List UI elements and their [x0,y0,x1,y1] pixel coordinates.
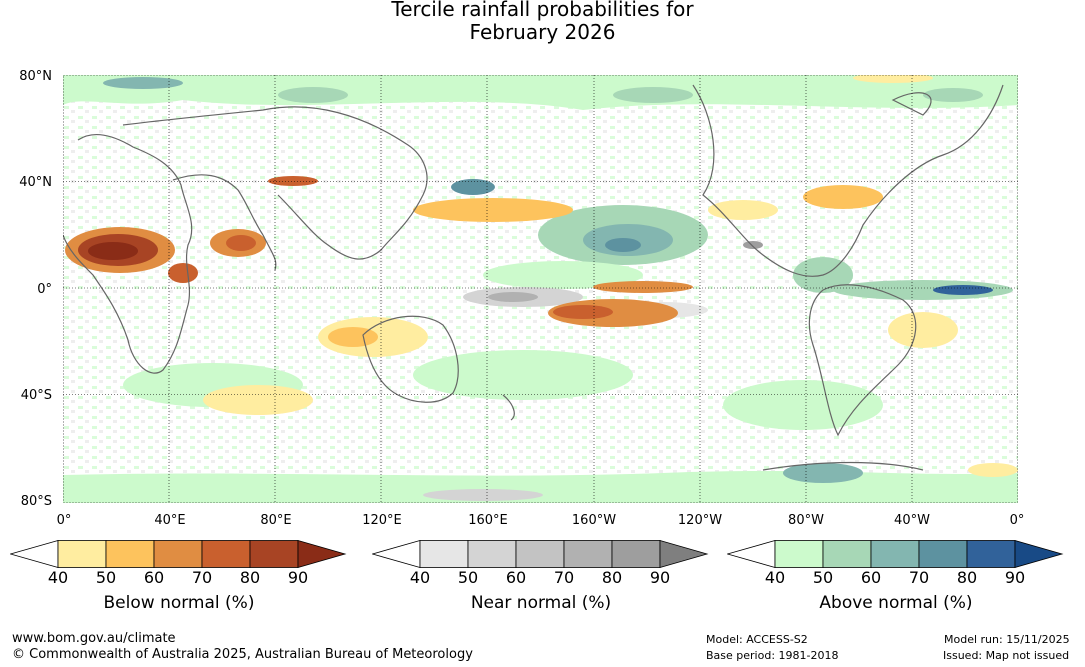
lat-label-40s: 40°S [20,388,52,403]
lat-label-80s: 80°S [20,494,52,509]
near-bar-segment [611,540,661,568]
lon-label-160w: 160°W [571,513,617,528]
near-bar-arrow-low [372,540,421,568]
near-tick-90: 90 [649,568,671,587]
near-tick-70: 70 [553,568,575,587]
below-bar-segment [105,540,155,568]
below-bar-segment [201,540,251,568]
below-bar-segment [153,540,203,568]
above-bar-arrow-low [727,540,776,568]
graticule [63,75,1018,503]
below-bar-segment [249,540,299,568]
lat-label-0: 0° [37,282,52,297]
lon-label-120w: 120°W [677,513,723,528]
near-bar-segment [515,540,565,568]
below-bar-segment [57,540,107,568]
below-tick-90: 90 [287,568,309,587]
above-tick-80: 80 [956,568,978,587]
below-normal-regions [65,75,1018,477]
below-tick-60: 60 [143,568,165,587]
near-tick-80: 80 [601,568,623,587]
lat-label-40n: 40°N [19,175,52,190]
above-tick-90: 90 [1004,568,1026,587]
legend-title-below-normal: Below normal (%) [103,593,255,613]
coastlines [63,84,1004,471]
above-bar-segment [774,540,824,568]
footer-issued: Issued: Map not issued [943,649,1070,662]
footer-copyright: © Commonwealth of Australia 2025, Austra… [12,647,473,662]
legend-title-above-normal: Above normal (%) [819,593,973,613]
lon-label-160e: 160°E [468,513,508,528]
above-bar-segment [918,540,968,568]
colorbar-above-normal [727,540,1064,568]
above-bar-segment [822,540,872,568]
lat-label-80n: 80°N [19,69,52,84]
colorbar-below-normal [10,540,347,568]
near-bar-segment [563,540,613,568]
lon-label-80e: 80°E [260,513,292,528]
near-tick-40: 40 [409,568,431,587]
below-tick-80: 80 [239,568,261,587]
colorbar-near-normal [372,540,709,568]
footer-model-run: Model run: 15/11/2025 [944,633,1070,646]
lon-label-0: 0° [56,513,72,528]
below-bar-arrow-low [10,540,59,568]
lon-label-40e: 40°E [154,513,186,528]
chart-title-line1: Tercile rainfall probabilities for [391,0,694,21]
legend-title-near-normal: Near normal (%) [470,593,612,613]
above-tick-40: 40 [764,568,786,587]
lon-label-40w: 40°W [894,513,930,528]
rainfall-probability-map [63,75,1018,503]
above-bar-arrow-high [1014,540,1064,568]
footer-base-period: Base period: 1981-2018 [706,649,839,662]
above-bar-segment [870,540,920,568]
above-tick-60: 60 [860,568,882,587]
lon-label-0-end: 0° [1009,513,1025,528]
footer-url: www.bom.gov.au/climate [12,631,176,646]
near-bar-arrow-high [659,540,709,568]
below-tick-50: 50 [95,568,117,587]
near-tick-60: 60 [505,568,527,587]
below-tick-70: 70 [191,568,213,587]
lon-label-80w: 80°W [788,513,824,528]
near-bar-segment [419,540,469,568]
above-bar-segment [966,540,1016,568]
below-bar-arrow-high [297,540,347,568]
chart-title-line2: February 2026 [469,20,616,44]
lon-label-120e: 120°E [362,513,402,528]
above-tick-50: 50 [812,568,834,587]
below-tick-40: 40 [47,568,69,587]
near-bar-segment [467,540,517,568]
above-tick-70: 70 [908,568,930,587]
footer-model: Model: ACCESS-S2 [706,633,808,646]
above-normal-regions [63,75,1018,503]
near-tick-50: 50 [457,568,479,587]
